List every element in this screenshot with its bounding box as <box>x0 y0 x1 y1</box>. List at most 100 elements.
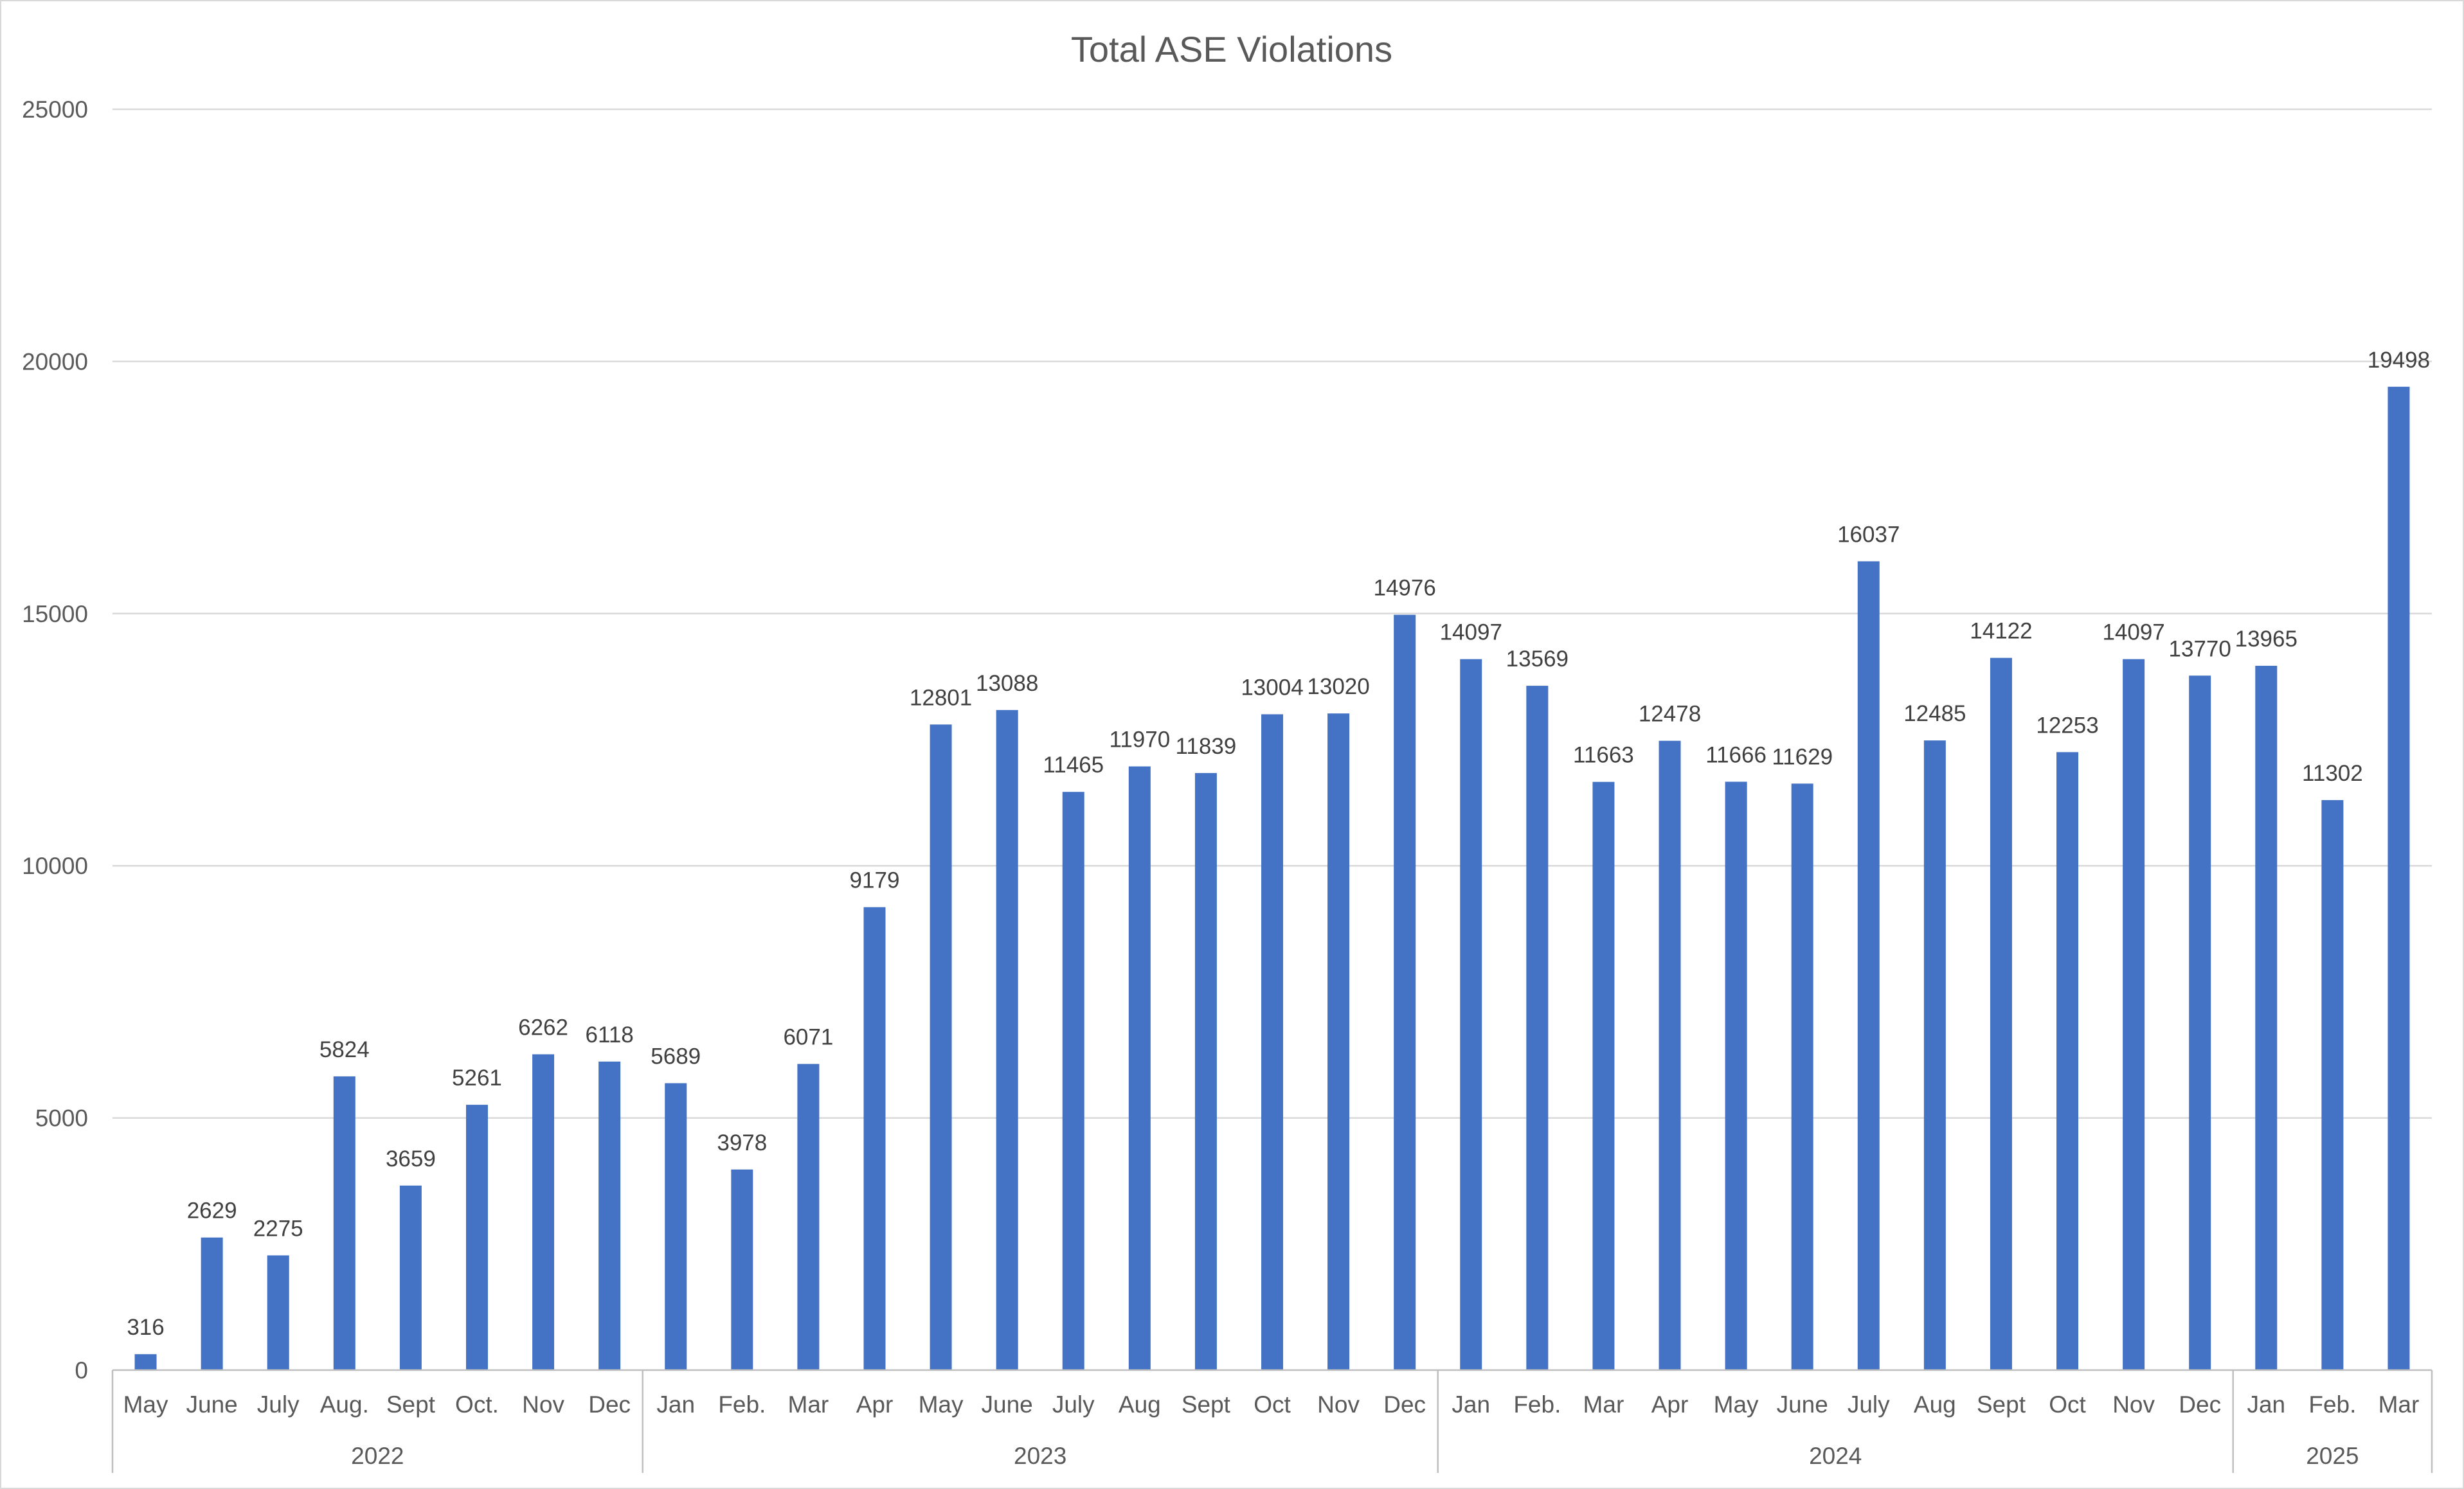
bar <box>665 1083 687 1370</box>
bar <box>201 1237 223 1370</box>
x-tick-label: Feb. <box>2308 1391 2356 1418</box>
y-tick-label: 15000 <box>22 601 88 627</box>
bar <box>1394 614 1416 1370</box>
data-label: 3659 <box>386 1146 436 1172</box>
bar <box>996 709 1018 1370</box>
bar <box>598 1061 621 1370</box>
bar <box>1128 766 1151 1370</box>
data-label: 12253 <box>2036 713 2098 738</box>
data-label: 5824 <box>319 1037 370 1062</box>
x-tick-label: Nov <box>522 1391 564 1418</box>
x-tick-label: Sept <box>1977 1391 2026 1418</box>
data-label: 16037 <box>1837 522 1900 547</box>
bar <box>2189 675 2211 1370</box>
data-label: 11302 <box>2302 761 2363 786</box>
x-tick-label: July <box>1052 1391 1095 1418</box>
data-label: 11666 <box>1705 742 1767 767</box>
bar <box>1725 781 1747 1370</box>
data-label: 12478 <box>1639 702 1701 727</box>
data-label: 19498 <box>2368 348 2430 373</box>
y-tick-label: 20000 <box>22 348 88 375</box>
data-label: 11465 <box>1043 753 1104 778</box>
x-tick-label: Oct <box>2049 1391 2086 1418</box>
x-tick-label: Sept <box>386 1391 436 1418</box>
bar <box>797 1064 820 1370</box>
y-tick-label: 25000 <box>22 96 88 123</box>
x-tick-label: July <box>1848 1391 1890 1418</box>
data-label: 13020 <box>1307 674 1369 699</box>
data-label: 14097 <box>2102 620 2164 645</box>
x-tick-label: Aug. <box>320 1391 369 1418</box>
bars <box>134 386 2410 1371</box>
data-label: 13088 <box>976 671 1038 696</box>
data-label: 13004 <box>1241 675 1303 700</box>
data-label: 11629 <box>1772 744 1833 769</box>
data-label: 11839 <box>1176 734 1237 759</box>
bar <box>2321 800 2344 1370</box>
data-labels: 316 2629 2275 5824 3659 5261 6262 6118 5689 3978 6… <box>127 348 2430 1340</box>
x-tick-label: Dec <box>588 1391 631 1418</box>
x-tick-label: July <box>257 1391 300 1418</box>
data-label: 316 <box>127 1315 164 1340</box>
bar <box>267 1255 289 1370</box>
chart-title: Total ASE Violations <box>1071 29 1392 69</box>
bar <box>2123 659 2145 1370</box>
data-label: 9179 <box>850 868 900 893</box>
bar <box>134 1354 157 1370</box>
bar <box>1261 714 1283 1370</box>
x-tick-label: Nov <box>1317 1391 1360 1418</box>
bar <box>399 1185 422 1370</box>
x-tick-label: June <box>1777 1391 1828 1418</box>
data-label: 6118 <box>586 1022 634 1048</box>
data-label: 13965 <box>2235 627 2298 652</box>
x-tick-label: Oct <box>1254 1391 1291 1418</box>
x-tick-label: Mar <box>788 1391 829 1418</box>
x-tick-label: June <box>982 1391 1033 1418</box>
x-tick-label: Mar <box>1583 1391 1624 1418</box>
bar <box>930 724 952 1370</box>
x-tick-label: Feb. <box>1513 1391 1561 1418</box>
x-tick-label: Apr <box>1651 1391 1689 1418</box>
x-tick-label: May <box>123 1391 168 1418</box>
bar <box>1327 713 1350 1370</box>
x-tick-label: Jan <box>2247 1391 2285 1418</box>
bar <box>1194 772 1217 1370</box>
x-tick-label: Oct. <box>455 1391 499 1418</box>
bar <box>1460 659 1482 1370</box>
x-tick-label: Feb. <box>718 1391 766 1418</box>
x-tick-label: Dec <box>2179 1391 2221 1418</box>
bar <box>2255 666 2278 1370</box>
bar <box>1659 740 1681 1370</box>
data-label: 12801 <box>910 685 972 710</box>
x-tick-label: Sept <box>1182 1391 1231 1418</box>
x-tick-label: Jan <box>1452 1391 1490 1418</box>
bar <box>2388 386 2410 1371</box>
x-tick-label: May <box>919 1391 964 1418</box>
bar <box>1592 781 1615 1370</box>
data-label: 6262 <box>518 1015 568 1040</box>
year-group-label: 2024 <box>1809 1443 1862 1469</box>
data-label: 13569 <box>1506 646 1569 672</box>
x-tick-label: June <box>186 1391 238 1418</box>
bar <box>1990 657 2012 1370</box>
y-axis-ticks: 0 5000 10000 15000 20000 25000 <box>22 96 88 1384</box>
data-label: 13770 <box>2169 636 2231 661</box>
x-tick-label: Apr <box>856 1391 894 1418</box>
x-tick-label: Dec <box>1383 1391 1426 1418</box>
bar <box>1857 561 1880 1370</box>
data-label: 14976 <box>1374 576 1436 601</box>
bar <box>333 1076 355 1370</box>
y-tick-label: 0 <box>75 1357 88 1384</box>
bar <box>465 1105 488 1370</box>
data-label: 11970 <box>1109 727 1170 753</box>
year-group-label: 2023 <box>1014 1443 1066 1469</box>
x-tick-label: Jan <box>656 1391 695 1418</box>
data-label: 5689 <box>651 1044 701 1069</box>
x-tick-label: Nov <box>2112 1391 2155 1418</box>
bar <box>1791 783 1813 1370</box>
bar <box>1923 740 1946 1370</box>
x-tick-label: Aug <box>1914 1391 1956 1418</box>
bar <box>532 1054 555 1370</box>
data-label: 2275 <box>253 1216 303 1241</box>
